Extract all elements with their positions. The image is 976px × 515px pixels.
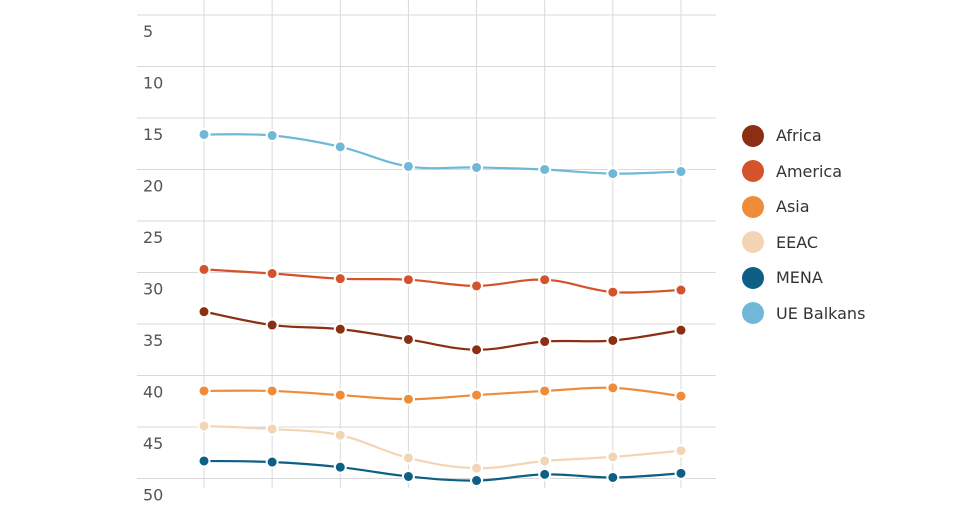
data-point[interactable]: [470, 388, 484, 402]
legend-label: UE Balkans: [776, 303, 866, 323]
data-point[interactable]: [333, 140, 347, 154]
data-point[interactable]: [674, 389, 688, 403]
data-point[interactable]: [333, 272, 347, 286]
legend-label: Asia: [776, 197, 810, 217]
data-point[interactable]: [538, 384, 552, 398]
legend-swatch: [742, 195, 764, 218]
data-point[interactable]: [674, 444, 688, 458]
y-tick-label: 15: [143, 125, 163, 144]
series-line: [203, 459, 682, 482]
legend-label: EEAC: [776, 232, 819, 252]
data-point[interactable]: [606, 470, 620, 484]
legend-swatch: [742, 231, 764, 254]
data-point[interactable]: [265, 384, 279, 398]
data-point[interactable]: [197, 384, 211, 398]
legend-swatch: [742, 124, 764, 147]
series-asia: [197, 381, 688, 406]
data-point[interactable]: [265, 129, 279, 143]
data-point[interactable]: [401, 392, 415, 406]
data-point[interactable]: [401, 159, 415, 173]
data-point[interactable]: [333, 388, 347, 402]
series-africa: [197, 305, 688, 357]
data-point[interactable]: [674, 283, 688, 297]
data-point[interactable]: [538, 454, 552, 468]
y-axis-ticks: 5 10 15 20 25 30 35 40 45 50: [143, 22, 163, 505]
data-point[interactable]: [606, 333, 620, 347]
data-point[interactable]: [538, 467, 552, 481]
legend-item[interactable]: MENA: [742, 260, 865, 296]
data-point[interactable]: [401, 451, 415, 465]
legend-swatch: [742, 302, 764, 325]
y-tick-label: 10: [143, 74, 163, 93]
data-point[interactable]: [265, 267, 279, 281]
series-line: [203, 268, 682, 294]
legend-label: Africa: [776, 126, 822, 146]
legend-swatch: [742, 160, 764, 183]
data-point[interactable]: [606, 381, 620, 395]
data-point[interactable]: [197, 305, 211, 319]
series-line: [203, 424, 682, 470]
legend: Africa America Asia EEAC MENA UE Balkans: [742, 118, 865, 331]
data-point[interactable]: [470, 461, 484, 475]
grid-lines: [137, 0, 716, 488]
series-eeac: [197, 419, 688, 475]
data-point[interactable]: [197, 127, 211, 141]
data-point[interactable]: [333, 322, 347, 336]
series-line: [203, 133, 682, 175]
y-tick-label: 35: [143, 331, 163, 350]
data-point[interactable]: [333, 460, 347, 474]
data-point[interactable]: [606, 450, 620, 464]
data-point[interactable]: [538, 163, 552, 176]
legend-item[interactable]: America: [742, 154, 865, 190]
legend-item[interactable]: EEAC: [742, 225, 865, 261]
series-mena: [197, 454, 688, 488]
data-point[interactable]: [401, 332, 415, 346]
data-point[interactable]: [470, 343, 484, 357]
data-point[interactable]: [197, 262, 211, 276]
data-point[interactable]: [401, 273, 415, 287]
legend-label: America: [776, 161, 842, 181]
data-point[interactable]: [606, 285, 620, 299]
series-line: [203, 386, 682, 401]
data-point[interactable]: [197, 419, 211, 433]
y-tick-label: 25: [143, 228, 163, 247]
legend-label: MENA: [776, 268, 823, 288]
data-point[interactable]: [538, 335, 552, 349]
legend-item[interactable]: Africa: [742, 118, 865, 154]
data-point[interactable]: [265, 318, 279, 332]
data-point[interactable]: [674, 466, 688, 480]
y-tick-label: 5: [143, 22, 153, 41]
data-point[interactable]: [674, 323, 688, 337]
series-america: [197, 262, 688, 299]
data-point[interactable]: [197, 454, 211, 468]
y-tick-label: 30: [143, 280, 163, 299]
data-point[interactable]: [265, 422, 279, 436]
data-point[interactable]: [265, 455, 279, 469]
data-point[interactable]: [333, 428, 347, 442]
data-point[interactable]: [606, 167, 620, 181]
y-tick-label: 40: [143, 383, 163, 402]
data-point[interactable]: [674, 165, 688, 179]
legend-item[interactable]: UE Balkans: [742, 296, 865, 332]
data-point[interactable]: [470, 160, 484, 174]
legend-item[interactable]: Asia: [742, 189, 865, 225]
series-lines: [197, 127, 688, 488]
data-point[interactable]: [470, 474, 484, 488]
legend-swatch: [742, 266, 764, 289]
data-point[interactable]: [401, 469, 415, 483]
y-tick-label: 20: [143, 177, 163, 196]
series-ue-balkans: [197, 127, 688, 181]
y-tick-label: 45: [143, 434, 163, 453]
y-tick-label: 50: [143, 486, 163, 505]
data-point[interactable]: [538, 273, 552, 287]
data-point[interactable]: [470, 279, 484, 293]
series-line: [203, 310, 682, 351]
